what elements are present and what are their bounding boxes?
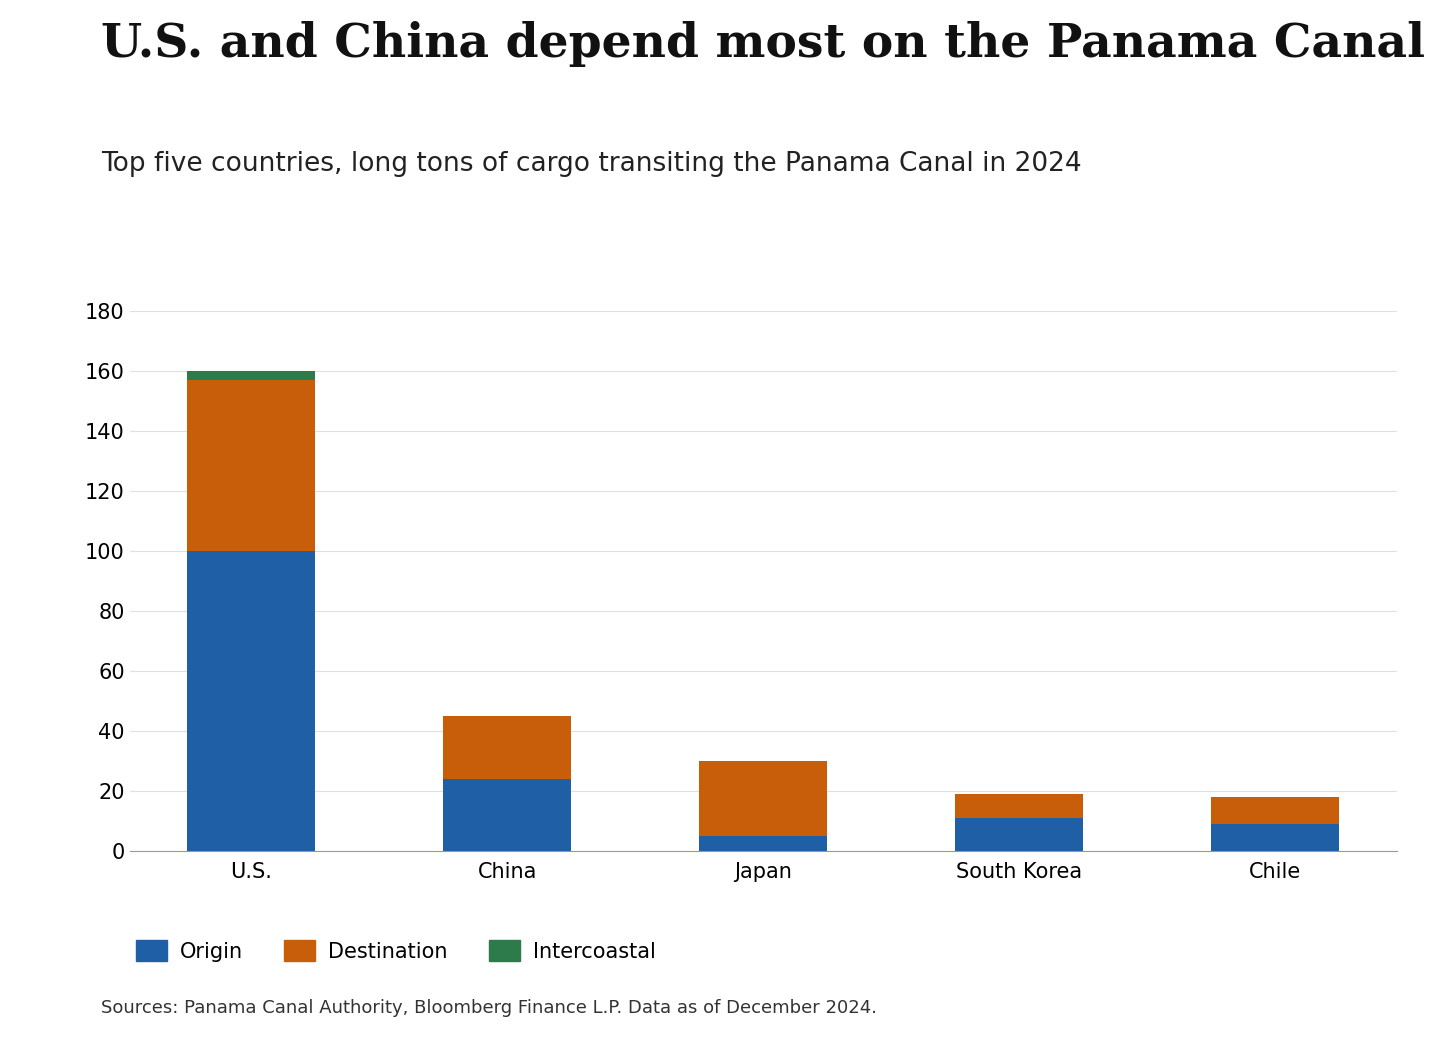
Text: U.S. and China depend most on the Panama Canal: U.S. and China depend most on the Panama…: [101, 21, 1424, 66]
Bar: [700, 761, 827, 837]
Bar: [187, 551, 315, 851]
Bar: [955, 794, 1083, 818]
Bar: [700, 837, 827, 851]
Bar: [1211, 824, 1339, 851]
Legend: Origin, Destination, Intercoastal: Origin, Destination, Intercoastal: [127, 932, 664, 971]
Bar: [444, 716, 572, 780]
Bar: [955, 818, 1083, 851]
Text: Sources: Panama Canal Authority, Bloomberg Finance L.P. Data as of December 2024: Sources: Panama Canal Authority, Bloombe…: [101, 1000, 877, 1017]
Bar: [187, 380, 315, 551]
Bar: [444, 780, 572, 851]
Bar: [187, 372, 315, 380]
Text: Top five countries, long tons of cargo transiting the Panama Canal in 2024: Top five countries, long tons of cargo t…: [101, 151, 1081, 176]
Bar: [1211, 797, 1339, 824]
